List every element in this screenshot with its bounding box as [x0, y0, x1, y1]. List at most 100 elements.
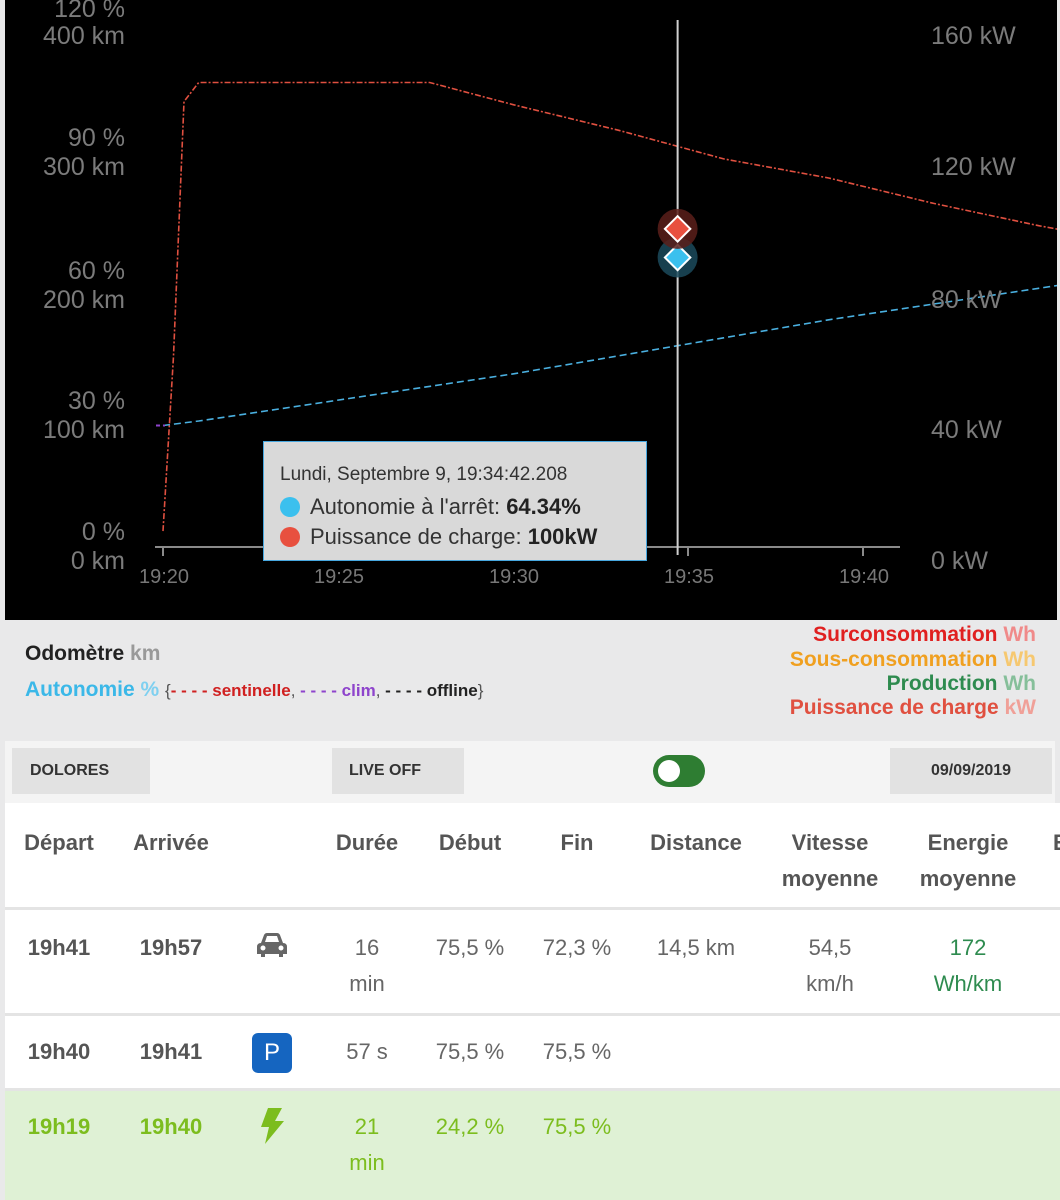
tooltip-label: Puissance de charge: — [310, 524, 528, 549]
x-tick: 19:25 — [313, 566, 365, 588]
header-debut[interactable]: Début — [438, 830, 502, 855]
tooltip-row-puissance: Puissance de charge: 100kW — [280, 524, 597, 550]
legend-label: Odomètre — [25, 642, 125, 665]
legend-autonomie[interactable]: Autonomie % {- - - - sentinelle, - - - -… — [25, 678, 483, 702]
y-tick-pct: 90 % — [68, 124, 125, 152]
header-line: Energie — [927, 830, 1009, 855]
legend-clim: - - - - clim — [295, 681, 376, 700]
y2-tick: 0 kW — [931, 547, 988, 575]
cell-arrivee: 19h40 — [139, 1114, 203, 1139]
legend-brace: } — [477, 681, 484, 700]
cell-duree: 16 min — [327, 930, 407, 1002]
legend-unit: % — [140, 678, 160, 701]
cell-line: min — [349, 1150, 385, 1175]
series-dot-icon — [280, 497, 300, 517]
y-tick-pct: 0 % — [81, 518, 125, 546]
legend-odometre[interactable]: Odomètre km — [25, 642, 160, 666]
cell-energie: 172 Wh/km — [908, 930, 1028, 1002]
y-tick-km: 0 km — [70, 547, 125, 575]
series-dot-icon — [280, 527, 300, 547]
cell-duree: 21 min — [327, 1109, 407, 1181]
charging-bolt-icon — [257, 1108, 287, 1155]
legend-label: Production — [886, 672, 998, 695]
y2-tick: 160 kW — [931, 22, 1016, 50]
y-tick-km: 300 km — [43, 153, 125, 181]
header-fin[interactable]: Fin — [560, 830, 594, 855]
toggle-switch[interactable] — [653, 755, 705, 787]
legend-unit: Wh — [1003, 623, 1036, 646]
table-row[interactable]: 19h40 19h41 P 57 s 75,5 % 75,5 % — [5, 1013, 1060, 1090]
table-row[interactable]: 19h19 19h40 21 min 24,2 % 75,5 % — [5, 1088, 1060, 1200]
y2-tick: 120 kW — [931, 153, 1016, 181]
cell-line: 21 — [354, 1114, 380, 1139]
header-duree[interactable]: Durée — [335, 830, 399, 855]
legend-label: Autonomie — [25, 678, 135, 701]
marker-autonomie — [663, 243, 692, 272]
y2-tick: 80 kW — [931, 286, 1002, 314]
vehicle-button[interactable]: DOLORES — [12, 748, 150, 794]
cell-arrivee: 19h41 — [139, 1039, 203, 1064]
legend-sous-consommation[interactable]: Sous-consommation Wh — [790, 648, 1036, 672]
legend-unit: Wh — [1003, 672, 1036, 695]
y-tick-km: 400 km — [43, 22, 125, 50]
y-tick-km: 200 km — [43, 286, 125, 314]
header-line: moyenne — [781, 866, 879, 891]
chart-svg — [155, 20, 1057, 556]
x-tick: 19:30 — [488, 566, 540, 588]
cell-vitesse: 54,5 km/h — [770, 930, 890, 1002]
legend-sep: , — [375, 681, 381, 700]
cell-debut: 75,5 % — [435, 1039, 505, 1064]
parking-icon: P — [251, 1033, 293, 1073]
cell-debut: 24,2 % — [435, 1114, 505, 1139]
y-tick-pct: 60 % — [68, 257, 125, 285]
cell-fin: 75,5 % — [542, 1039, 612, 1064]
legend-brace: { — [165, 681, 171, 700]
legend-sentinelle: - - - - sentinelle — [170, 681, 291, 700]
header-distance[interactable]: Distance — [650, 830, 742, 855]
legend-unit: kW — [1004, 696, 1037, 719]
trips-table: Départ Arrivée Durée Début Fin Distance … — [5, 803, 1060, 1200]
header-energie[interactable]: Energie moyenne — [908, 825, 1028, 897]
legend-unit: Wh — [1003, 648, 1036, 671]
y-tick-pct: 120 % — [54, 0, 125, 23]
header-vitesse[interactable]: Vitesse moyenne — [770, 825, 890, 897]
legend-surconsommation[interactable]: Surconsommation Wh — [813, 623, 1036, 647]
tooltip-row-autonomie: Autonomie à l'arrêt: 64.34% — [280, 494, 581, 520]
series-line-autonomie — [162, 284, 1057, 427]
date-picker-button[interactable]: 09/09/2019 — [890, 748, 1052, 794]
header-arrivee[interactable]: Arrivée — [133, 830, 209, 855]
tooltip-value: 100kW — [527, 524, 598, 549]
table-row[interactable]: 19h41 19h57 16 min 75,5 % 72,3 % 14,5 km… — [5, 907, 1060, 1014]
header-line: moyenne — [919, 866, 1017, 891]
chart-legend: Odomètre km Autonomie % {- - - - sentine… — [0, 620, 1060, 740]
y-tick-pct: 30 % — [68, 387, 125, 415]
cell-depart: 19h19 — [27, 1114, 91, 1139]
x-tick: 19:40 — [838, 566, 890, 588]
cell-line: Wh/km — [933, 971, 1003, 996]
legend-puissance[interactable]: Puissance de charge kW — [790, 696, 1036, 720]
header-overflow[interactable]: E — [1053, 825, 1060, 861]
cell-line: 54,5 — [808, 935, 852, 960]
cell-depart: 19h41 — [27, 935, 91, 960]
toggle-knob — [658, 760, 680, 782]
live-toggle-button[interactable]: LIVE OFF — [332, 748, 464, 794]
y2-tick: 40 kW — [931, 416, 1002, 444]
legend-production[interactable]: Production Wh — [887, 672, 1036, 696]
charge-chart[interactable]: 120 % 400 km 90 % 300 km 60 % 200 km 30 … — [5, 0, 1057, 620]
cell-distance: 14,5 km — [656, 935, 736, 960]
cell-line: 172 — [949, 935, 987, 960]
toolbar: DOLORES LIVE OFF 09/09/2019 — [5, 741, 1055, 803]
header-depart[interactable]: Départ — [24, 830, 94, 855]
cell-debut: 75,5 % — [435, 935, 505, 960]
y-tick-km: 100 km — [43, 416, 125, 444]
cell-arrivee: 19h57 — [139, 935, 203, 960]
marker-puissance — [663, 214, 692, 244]
chart-tooltip: Lundi, Septembre 9, 19:34:42.208 Autonom… — [263, 441, 647, 561]
legend-unit: km — [130, 642, 161, 665]
legend-sep: , — [290, 681, 296, 700]
car-icon — [252, 930, 292, 971]
legend-offline: - - - - offline — [380, 681, 478, 700]
legend-label: Sous-consommation — [789, 648, 998, 671]
legend-label: Surconsommation — [813, 623, 998, 646]
tooltip-date: Lundi, Septembre 9, 19:34:42.208 — [280, 464, 568, 485]
